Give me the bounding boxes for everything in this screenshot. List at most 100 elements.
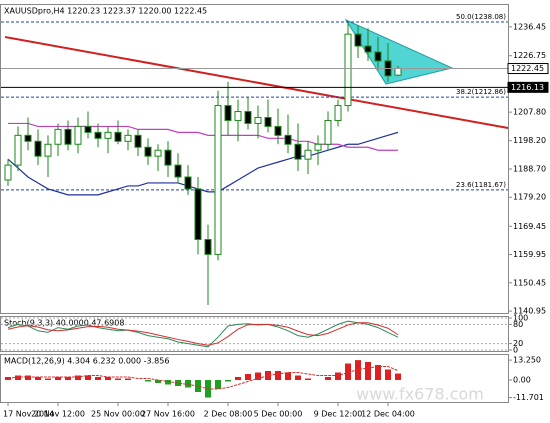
y-tick-label: 1207.80	[513, 108, 546, 117]
macd-bar	[45, 378, 51, 380]
macd-bar	[365, 362, 371, 380]
candle-body	[254, 116, 262, 124]
macd-bar	[35, 377, 41, 380]
x-tick-label: 12 Dec 04:00	[361, 410, 415, 419]
macd-bar	[345, 363, 351, 380]
x-tick-label: 2 Dec 08:00	[204, 410, 253, 419]
stoch-line	[7, 320, 399, 348]
y-tick-label: 0	[513, 346, 518, 355]
macd-bar	[125, 378, 131, 380]
price-label: 1216.13	[511, 83, 544, 92]
y-tick-label: 1188.70	[513, 164, 546, 173]
candle-body	[64, 128, 72, 145]
macd-bar	[65, 377, 71, 380]
macd-bar	[355, 360, 361, 380]
macd-bar	[305, 378, 311, 380]
fibo-label: 23.6(1181.67)	[456, 181, 506, 189]
stoch-title: Stoch(9,3,3) 40.0000 47.6908	[4, 319, 124, 328]
candle-body	[4, 164, 12, 181]
candle-body	[104, 131, 112, 139]
macd-bar	[295, 375, 301, 380]
candle-body	[324, 119, 332, 145]
macd-bar	[385, 369, 391, 380]
macd-bar	[145, 380, 151, 382]
macd-bar	[235, 377, 241, 380]
macd-bar	[185, 380, 191, 388]
x-tick-label: 17 Nov 2014	[3, 410, 54, 419]
y-tick-label: 1198.20	[513, 136, 546, 145]
macd-bar	[55, 377, 61, 380]
candle-body	[344, 33, 352, 107]
macd-bar	[85, 375, 91, 380]
candle-body	[14, 134, 22, 166]
x-tick-label: 5 Dec 00:00	[254, 410, 303, 419]
macd-bar	[325, 377, 331, 380]
candle-body	[274, 125, 282, 136]
y-tick-label: 1150.45	[513, 278, 546, 287]
candle-body	[124, 134, 132, 142]
y-tick-label: 1226.75	[513, 51, 546, 60]
candle-body	[174, 164, 182, 178]
y-tick-label: 100	[513, 314, 528, 323]
price-label: 1222.45	[511, 64, 544, 73]
candle-body	[224, 105, 232, 121]
candle-body	[214, 105, 222, 255]
x-tick-label: 20 Nov 12:00	[31, 410, 85, 419]
candle-body	[24, 134, 32, 142]
y-tick-label: 80	[513, 320, 523, 329]
candle-body	[244, 111, 252, 124]
candle-body	[194, 188, 202, 240]
candle-body	[134, 134, 142, 148]
macd-bar	[335, 372, 341, 380]
candle-body	[304, 149, 312, 160]
candle-body	[294, 143, 302, 160]
candle-body	[74, 125, 82, 145]
candle-body	[264, 116, 272, 127]
x-tick-label: 25 Nov 00:00	[91, 410, 145, 419]
y-tick-label: 1169.45	[513, 222, 546, 231]
stoch-panel	[0, 316, 509, 352]
candle-body	[54, 128, 62, 145]
fibo-label: 50.0(1238.08)	[456, 13, 506, 21]
y-tick-label: 0.00	[513, 376, 531, 385]
candle-body	[204, 238, 212, 255]
candle-body	[84, 125, 92, 133]
candle-body	[144, 146, 152, 157]
candle-body	[94, 131, 102, 139]
macd-bar	[215, 380, 221, 389]
candle-body	[314, 143, 322, 151]
y-tick-label: 1179.20	[513, 193, 546, 202]
macd-bar	[95, 377, 101, 380]
x-tick-label: 9 Dec 12:00	[314, 410, 363, 419]
y-tick-label: 13.250	[513, 356, 541, 365]
price-label-box	[507, 63, 549, 75]
macd-bar	[255, 372, 261, 380]
macd-bar	[285, 372, 291, 380]
macd-bar	[195, 380, 201, 392]
candle-body	[164, 149, 172, 166]
macd-bar	[25, 375, 31, 380]
stoch-line	[7, 322, 399, 346]
chart-title: XAUUSDpro,H4 1220.23 1223.37 1220.00 122…	[4, 7, 207, 16]
candle-body	[154, 149, 162, 157]
macd-bar	[75, 375, 81, 380]
candle-body	[234, 111, 242, 121]
candle-body	[114, 131, 122, 142]
candle-body	[374, 51, 382, 62]
macd-bar	[5, 377, 11, 380]
macd-bar	[395, 373, 401, 380]
moving-average	[7, 131, 399, 196]
y-tick-label: -11.701	[513, 393, 544, 402]
macd-title: MACD(12,26,9) 4.304 6.232 0.000 -3.856	[4, 357, 169, 366]
candle-body	[284, 134, 292, 145]
y-tick-label: 20	[513, 339, 523, 348]
candle-body	[44, 143, 52, 157]
macd-bar	[155, 380, 161, 383]
candle-body	[34, 140, 42, 157]
candle-body	[184, 176, 192, 190]
moving-average	[8, 122, 398, 151]
trend-line	[4, 36, 509, 129]
macd-bar	[265, 371, 271, 380]
watermark: www.fx678.com	[356, 385, 484, 404]
